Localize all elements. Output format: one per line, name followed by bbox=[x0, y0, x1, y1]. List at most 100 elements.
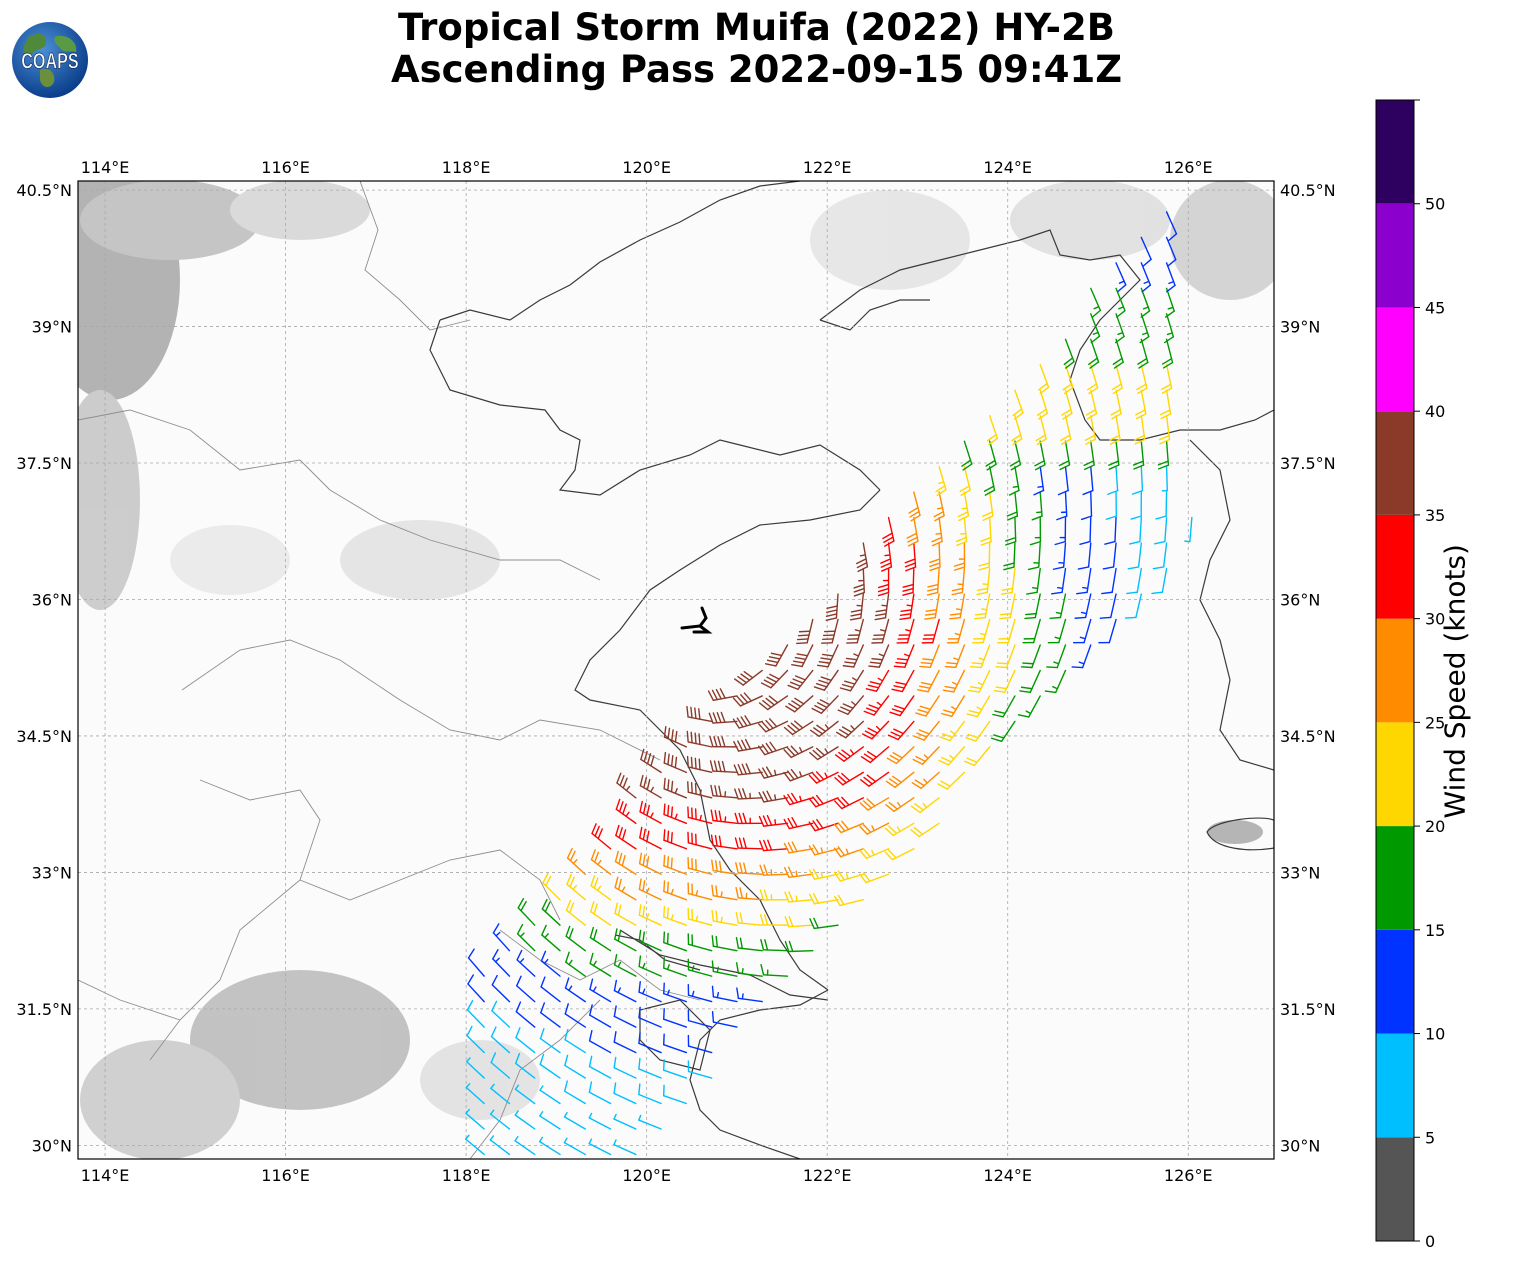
wind-barb bbox=[833, 820, 864, 834]
wind-barb bbox=[564, 1028, 586, 1054]
wind-barb bbox=[686, 755, 713, 774]
wind-barb bbox=[588, 1029, 612, 1054]
wind-barb bbox=[540, 1002, 561, 1028]
wind-barb bbox=[1083, 440, 1095, 471]
wind-barb bbox=[1001, 567, 1016, 595]
wind-barb bbox=[466, 1000, 485, 1028]
wind-barb bbox=[758, 814, 789, 827]
wind-barb bbox=[1127, 542, 1143, 570]
wind-barb bbox=[1060, 415, 1072, 445]
wind-barb bbox=[1109, 415, 1121, 445]
wind-barb bbox=[710, 809, 738, 824]
wind-barb bbox=[835, 720, 864, 739]
wind-barb bbox=[1034, 440, 1046, 471]
wind-barb bbox=[833, 894, 864, 907]
lon-tick-label: 114°E bbox=[81, 158, 130, 177]
colorbar-label: Wind Speed (knots) bbox=[1438, 544, 1472, 819]
wind-barb bbox=[871, 618, 890, 644]
wind-barb bbox=[1063, 338, 1075, 369]
wind-barb bbox=[539, 1136, 561, 1156]
lat-tick-label: 34.5°N bbox=[16, 727, 72, 746]
wind-barb bbox=[1102, 542, 1117, 570]
wind-barb bbox=[1099, 593, 1117, 619]
wind-barb bbox=[999, 593, 1016, 620]
wind-barb bbox=[809, 917, 839, 930]
colorbar-tick-label: 0 bbox=[1425, 1232, 1435, 1251]
wind-barb bbox=[758, 766, 789, 779]
wind-barb bbox=[542, 872, 561, 901]
colorbar-bin bbox=[1376, 618, 1414, 723]
wind-barb bbox=[1033, 465, 1045, 496]
wind-barb bbox=[1052, 542, 1067, 570]
wind-barb bbox=[687, 984, 713, 1003]
wind-barb bbox=[813, 669, 839, 691]
wind-barb bbox=[1026, 567, 1041, 595]
wind-barb bbox=[1110, 389, 1122, 420]
wind-barb bbox=[638, 1114, 662, 1130]
wind-barb bbox=[539, 1085, 561, 1105]
wind-barb bbox=[910, 797, 940, 814]
wind-barb bbox=[588, 1138, 612, 1156]
lat-tick-label: 31.5°N bbox=[1280, 1000, 1336, 1019]
wind-barb bbox=[760, 963, 789, 977]
wind-barb bbox=[1161, 338, 1174, 369]
wind-barb bbox=[859, 872, 890, 884]
wind-barb bbox=[1085, 389, 1098, 420]
wind-barb bbox=[1131, 465, 1144, 495]
colorbar-bin bbox=[1376, 100, 1414, 204]
wind-barb bbox=[929, 542, 941, 572]
wind-barb bbox=[540, 950, 561, 977]
wind-barb bbox=[1044, 669, 1067, 694]
wind-barb bbox=[1160, 364, 1173, 394]
wind-barb bbox=[849, 593, 864, 621]
wind-barb bbox=[865, 669, 890, 692]
wind-barb bbox=[734, 812, 763, 825]
wind-barb bbox=[1062, 364, 1074, 395]
terrain-shading bbox=[78, 181, 1274, 1159]
wind-barb bbox=[1129, 516, 1143, 545]
wind-barb bbox=[834, 771, 864, 786]
colorbar-tick-label: 45 bbox=[1425, 298, 1445, 317]
wind-barb bbox=[758, 790, 789, 803]
wind-barb bbox=[1079, 516, 1092, 546]
wind-barb bbox=[1136, 364, 1148, 395]
wind-barb bbox=[884, 848, 915, 861]
wind-barb bbox=[961, 440, 973, 471]
colorbar-frame bbox=[1375, 99, 1415, 1242]
wind-barb bbox=[687, 806, 713, 824]
wind-barb bbox=[687, 933, 713, 952]
wind-barb bbox=[517, 898, 536, 926]
wind-barb bbox=[663, 854, 688, 875]
wind-barb bbox=[638, 929, 662, 952]
lat-tick-label: 30°N bbox=[1280, 1136, 1320, 1155]
figure-title-line-2: Ascending Pass 2022-09-15 09:41Z bbox=[390, 48, 1123, 91]
wind-barb bbox=[1140, 236, 1152, 267]
wind-barb bbox=[919, 644, 940, 669]
lon-tick-label: 118°E bbox=[442, 158, 491, 177]
wind-barb bbox=[663, 982, 688, 1003]
wind-barb bbox=[565, 899, 586, 926]
wind-barb bbox=[985, 440, 997, 471]
wind-barb bbox=[686, 730, 713, 748]
wind-barb bbox=[939, 720, 966, 742]
colorbar-tick-label: 20 bbox=[1425, 817, 1445, 836]
wind-barb bbox=[663, 829, 688, 850]
wind-barb bbox=[735, 862, 763, 875]
wind-barb bbox=[1054, 516, 1067, 546]
wind-barb bbox=[687, 1009, 713, 1028]
wind-barb bbox=[1155, 491, 1168, 520]
colorbar-bin bbox=[1376, 1033, 1414, 1138]
wind-barb bbox=[908, 491, 921, 522]
wind-barb bbox=[662, 1084, 688, 1105]
wind-barb bbox=[882, 516, 895, 547]
wind-barb bbox=[1009, 440, 1022, 471]
lat-tick-label: 33°N bbox=[1280, 863, 1320, 882]
wind-barb bbox=[833, 870, 864, 882]
wind-barb bbox=[783, 768, 814, 782]
wind-barb bbox=[589, 1004, 612, 1028]
wind-barb bbox=[1008, 465, 1020, 496]
wind-barb bbox=[758, 695, 789, 711]
wind-barb bbox=[663, 777, 688, 799]
colorbar-tick-label: 25 bbox=[1425, 713, 1445, 732]
wind-barb bbox=[784, 940, 814, 953]
